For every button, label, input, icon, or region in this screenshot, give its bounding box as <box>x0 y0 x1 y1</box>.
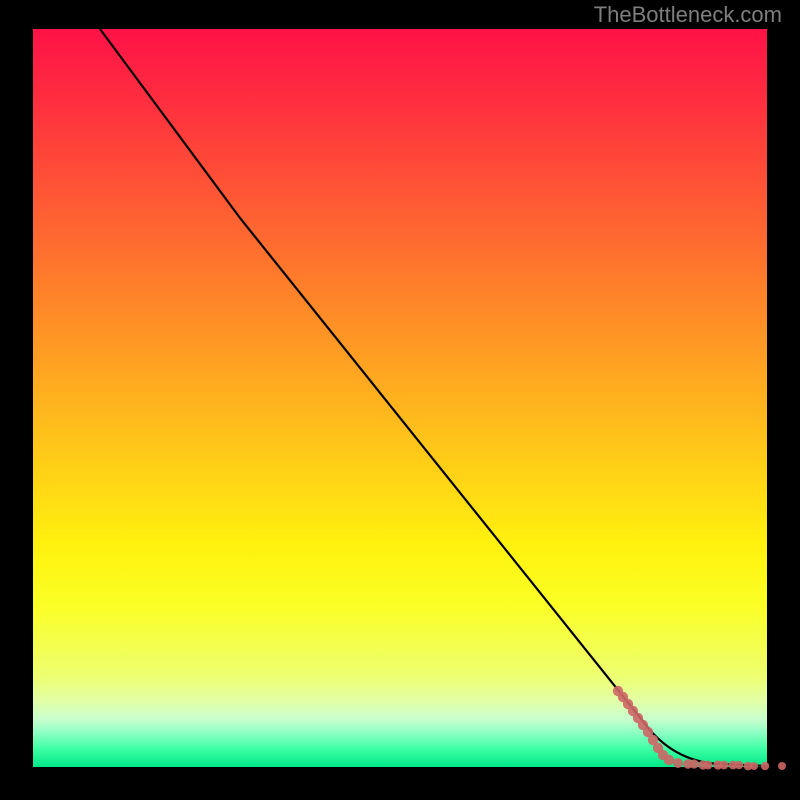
scatter-point <box>720 761 729 770</box>
attribution-text: TheBottleneck.com <box>594 2 782 28</box>
scatter-point <box>750 762 758 770</box>
scatter-point <box>673 758 683 768</box>
scatter-point <box>689 759 698 768</box>
scatter-point <box>735 761 743 769</box>
scatter-point <box>761 762 769 770</box>
scatter-point <box>704 761 713 770</box>
scatter-point <box>664 755 674 765</box>
scatter-point <box>778 762 786 770</box>
plot-gradient-background <box>33 29 767 767</box>
chart-svg <box>0 0 800 800</box>
chart-container: { "attribution": { "text": "TheBottlenec… <box>0 0 800 800</box>
